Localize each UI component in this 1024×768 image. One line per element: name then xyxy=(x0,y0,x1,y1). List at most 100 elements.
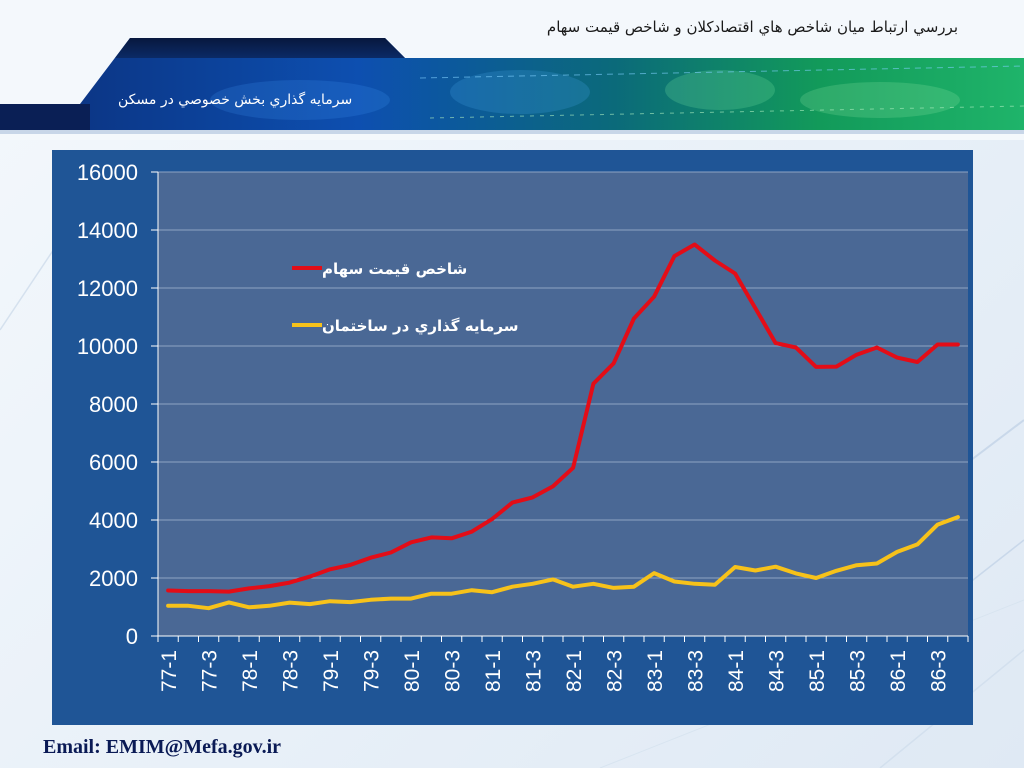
data-point xyxy=(409,541,413,544)
data-point xyxy=(794,346,798,349)
data-point xyxy=(247,606,251,609)
data-point xyxy=(835,569,838,572)
data-point xyxy=(774,565,777,568)
data-point xyxy=(956,515,960,519)
data-point xyxy=(814,576,818,580)
data-point xyxy=(308,575,312,578)
x-tick-label: 79-1 xyxy=(320,650,343,692)
data-point xyxy=(511,501,514,504)
data-point xyxy=(956,343,960,346)
x-tick-label: 81-3 xyxy=(523,650,546,692)
y-tick-label: 2000 xyxy=(89,566,138,591)
data-point xyxy=(187,589,190,593)
y-tick-label: 16000 xyxy=(77,160,138,185)
legend-label: سرمايه گذاري در ساختمان xyxy=(322,317,518,336)
data-point xyxy=(490,591,494,594)
data-point xyxy=(733,565,737,569)
data-point xyxy=(389,597,393,600)
data-point xyxy=(369,556,372,559)
data-point xyxy=(855,353,858,356)
data-point xyxy=(652,571,656,575)
x-tick-label: 80-1 xyxy=(401,650,424,692)
data-point xyxy=(693,243,696,246)
data-point xyxy=(187,604,190,608)
data-point xyxy=(855,564,858,567)
x-tick-label: 85-1 xyxy=(806,650,829,692)
data-point xyxy=(571,466,575,469)
data-point xyxy=(369,598,372,601)
data-point xyxy=(693,582,696,585)
data-point xyxy=(936,343,939,346)
header-banner xyxy=(0,0,1024,140)
x-tick-label: 83-3 xyxy=(685,650,708,692)
data-point xyxy=(551,578,555,581)
data-point xyxy=(571,585,575,588)
data-point xyxy=(875,346,879,349)
data-point xyxy=(875,562,879,565)
data-point xyxy=(531,496,534,499)
line-chart: 0 2000 4000 6000 8000 10000 12000 14000 16000 77… xyxy=(77,160,969,692)
data-point xyxy=(409,597,413,600)
x-tick-label: 82-1 xyxy=(563,650,586,692)
x-tick-label: 84-3 xyxy=(766,650,789,692)
y-tick-label: 14000 xyxy=(77,218,138,243)
data-point xyxy=(612,362,615,365)
data-point xyxy=(470,588,474,592)
slide-subtitle: سرمايه گذاري بخش خصوصي در مسكن xyxy=(118,92,353,108)
data-point xyxy=(612,586,615,590)
y-tick-label: 10000 xyxy=(77,334,138,359)
data-point xyxy=(632,585,636,588)
data-point xyxy=(349,563,352,567)
data-point xyxy=(835,365,838,368)
x-tick-label: 78-3 xyxy=(280,650,303,692)
data-point xyxy=(774,341,777,345)
x-tick-label: 77-1 xyxy=(158,650,181,692)
y-tick-label: 0 xyxy=(126,624,138,649)
data-point xyxy=(207,589,210,593)
data-point xyxy=(328,568,332,571)
data-point xyxy=(592,382,595,385)
gridlines xyxy=(158,171,968,637)
series-line-1 xyxy=(166,242,960,594)
data-point xyxy=(288,581,291,584)
x-tick-label: 79-3 xyxy=(361,650,384,692)
series-line-2 xyxy=(166,515,960,611)
data-point xyxy=(895,356,899,359)
data-point xyxy=(794,572,798,575)
data-point xyxy=(592,582,595,585)
data-point xyxy=(227,601,231,604)
x-axis: 77-1 77-3 78-1 78-3 79-1 79-3 80-1 80-3 81-1 81-3… xyxy=(157,635,969,692)
contact-email: Email: EMIM@Mefa.gov.ir xyxy=(43,736,281,758)
data-point xyxy=(268,604,271,608)
data-point xyxy=(166,589,170,592)
data-point xyxy=(430,536,433,539)
data-point xyxy=(814,365,818,369)
data-point xyxy=(754,307,757,310)
data-point xyxy=(268,584,271,588)
data-point xyxy=(916,543,919,546)
y-tick-label: 6000 xyxy=(89,450,138,475)
data-point xyxy=(531,582,534,585)
data-point xyxy=(733,272,737,275)
data-point xyxy=(895,550,899,554)
x-tick-label: 86-3 xyxy=(928,650,951,692)
y-tick-label: 4000 xyxy=(89,508,138,533)
slide-title: بررسي ارتباط ميان شاخص هاي اقتصادكلان و … xyxy=(546,18,958,36)
legend-label: شاخص قيمت سهام xyxy=(322,260,467,278)
data-point xyxy=(450,537,453,540)
x-tick-label: 83-1 xyxy=(644,650,667,692)
chart-panel: 0 2000 4000 6000 8000 10000 12000 14000 16000 77… xyxy=(52,150,973,725)
data-point xyxy=(349,600,352,604)
data-point xyxy=(308,602,312,606)
data-point xyxy=(713,583,717,586)
data-point xyxy=(450,592,453,595)
data-point xyxy=(247,587,251,590)
data-point xyxy=(916,360,919,364)
data-point xyxy=(754,569,757,572)
x-tick-label: 86-1 xyxy=(887,650,910,692)
data-point xyxy=(673,254,676,258)
series-lines xyxy=(166,242,960,611)
data-point xyxy=(632,317,636,320)
x-tick-label: 80-3 xyxy=(442,650,465,692)
data-point xyxy=(227,590,231,593)
